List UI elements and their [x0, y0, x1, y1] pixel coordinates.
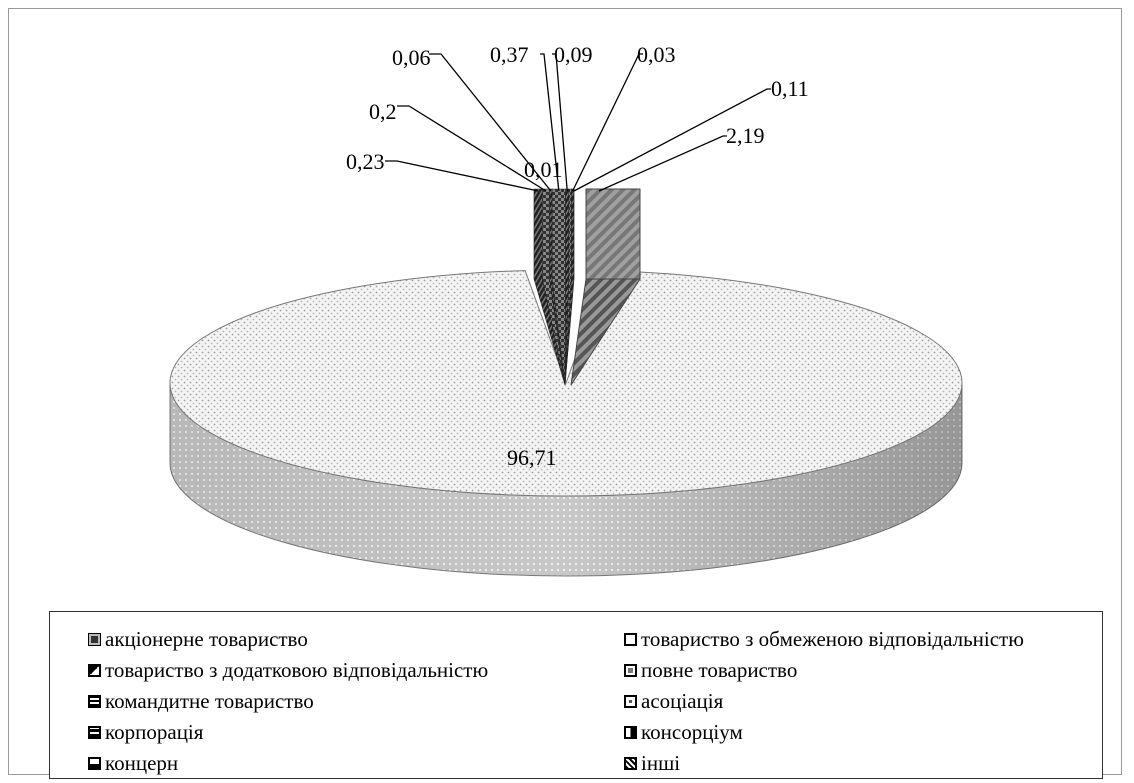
data-label-4: 0,06 [392, 45, 431, 70]
legend-item-3: повне товариство [624, 655, 797, 685]
legend-label-8: концерн [105, 751, 179, 775]
legend-label-2: товариство з додатковою відповідальністю [105, 658, 489, 682]
data-label-3: 0,2 [369, 99, 397, 124]
legend-label-5: асоціація [641, 689, 724, 713]
legend-swatch-3 [624, 663, 637, 677]
leader-line-9 [573, 88, 771, 192]
leader-line-5 [540, 53, 560, 192]
slice-1 [169, 270, 963, 497]
legend-swatch-1 [624, 632, 637, 646]
leader-line-0 [598, 135, 727, 192]
data-labels: 2,19 96,71 0,23 0,2 0,06 0,37 0,09 0,01 0,03 0,11 [346, 42, 809, 470]
legend-swatch-2 [88, 663, 101, 677]
data-label-2: 0,23 [346, 149, 385, 174]
legend-item-6: корпорація [88, 717, 203, 747]
legend-swatch-7 [624, 725, 637, 739]
chart-frame: 2,19 96,71 0,23 0,2 0,06 0,37 0,09 0,01 0,03 0,11… [8, 8, 1122, 779]
legend-swatch-0 [88, 632, 101, 646]
slice-face-0 [585, 188, 641, 280]
legend-label-6: корпорація [105, 720, 204, 744]
legend: акціонерне товариство товариство з обмеже… [49, 611, 1103, 779]
legend-item-1: товариство з обмеженою відповідальністю [624, 624, 1024, 654]
leader-line-8 [572, 53, 643, 192]
legend-swatch-6 [88, 725, 101, 739]
data-label-6: 0,09 [554, 42, 593, 67]
data-label-9: 0,11 [771, 76, 809, 101]
legend-label-0: акціонерне товариство [105, 627, 308, 651]
data-label-0: 2,19 [726, 123, 765, 148]
leader-lines [385, 53, 771, 192]
legend-label-4: командитне товариство [105, 689, 314, 713]
legend-item-7: консорціум [624, 717, 743, 747]
data-label-5: 0,37 [490, 42, 529, 67]
pie-chart: 2,19 96,71 0,23 0,2 0,06 0,37 0,09 0,01 0,03 0,11 [169, 42, 963, 577]
data-label-8: 0,03 [637, 42, 676, 67]
legend-label-1: товариство з обмеженою відповідальністю [641, 627, 1024, 651]
slice-side-shade-1 [170, 383, 962, 576]
leader-line-2 [385, 160, 539, 192]
legend-swatch-8 [88, 756, 101, 770]
legend-item-4: командитне товариство [88, 686, 314, 716]
legend-item-2: товариство з додатковою відповідальністю [88, 655, 488, 685]
legend-swatch-4 [88, 694, 101, 708]
data-label-1: 96,71 [507, 445, 557, 470]
legend-label-7: консорціум [641, 720, 743, 744]
legend-item-0: акціонерне товариство [88, 624, 308, 654]
leader-line-4 [429, 53, 552, 192]
legend-label-9: інші [641, 751, 681, 775]
legend-item-8: концерн [88, 748, 178, 778]
pie-layer [169, 188, 963, 577]
legend-item-5: асоціація [624, 686, 723, 716]
legend-item-9: інші [624, 748, 680, 778]
legend-label-3: повне товариство [641, 658, 798, 682]
legend-swatch-9 [624, 756, 637, 770]
leader-line-3 [397, 105, 547, 192]
legend-swatch-5 [624, 694, 637, 708]
leader-line-6 [552, 53, 568, 192]
data-label-7: 0,01 [524, 157, 563, 182]
